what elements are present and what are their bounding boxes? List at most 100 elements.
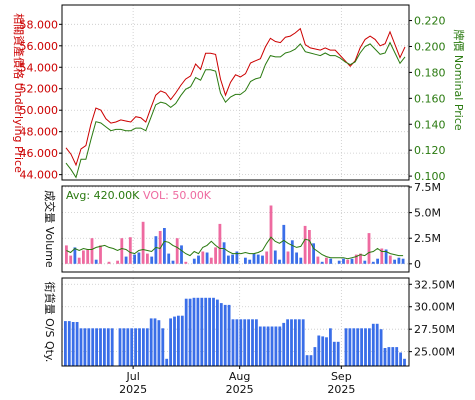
volume-bar — [282, 224, 286, 264]
month-label: Jul — [125, 370, 139, 383]
volume-bar — [397, 257, 401, 264]
outstanding-bar — [79, 328, 83, 366]
underlying-tick-label: 50.000 — [20, 104, 59, 117]
legend-average: Avg: 420.00K — [66, 189, 140, 202]
volume-bar — [346, 259, 350, 264]
outstanding-tick-label: 32.50M — [414, 278, 455, 291]
volume-bar — [286, 251, 290, 264]
nominal-tick-label: 0.140 — [414, 118, 446, 131]
underlying-tick-label: 52.000 — [20, 83, 59, 96]
volume-bar — [197, 255, 200, 264]
volume-bar — [141, 221, 145, 264]
outstanding-bar — [83, 328, 87, 366]
outstanding-bar — [161, 328, 165, 366]
volume-bar — [163, 228, 166, 264]
volume-bar — [320, 261, 324, 264]
volume-bar — [150, 256, 154, 264]
volume-bar — [325, 257, 328, 264]
volume-tick-label: 5.0M — [414, 207, 441, 220]
volume-bar — [128, 237, 132, 264]
volume-bar — [299, 257, 303, 264]
volume-bar — [350, 258, 354, 264]
outstanding-bar — [231, 319, 235, 366]
volume-bar — [384, 249, 388, 264]
outstanding-tick-label: 30.00M — [414, 301, 455, 314]
year-label: 2025 — [327, 383, 355, 396]
volume-bars — [65, 205, 405, 264]
volume-bar — [312, 243, 315, 264]
outstanding-bar — [216, 299, 219, 366]
outstanding-bar — [251, 319, 254, 366]
outstanding-bar — [223, 304, 227, 366]
volume-bar — [231, 254, 234, 264]
volume-bar — [192, 258, 196, 264]
outstanding-bar — [87, 328, 91, 366]
outstanding-bar — [169, 318, 172, 366]
volume-axis: 0 2.5M 5.0M 7.5M — [409, 181, 441, 271]
volume-bar — [82, 250, 85, 264]
volume-bar — [244, 257, 247, 264]
volume-bar — [295, 252, 298, 264]
outstanding-bar — [247, 319, 250, 366]
volume-tick-label: 7.5M — [414, 181, 441, 194]
outstanding-bar — [99, 328, 102, 366]
outstanding-bar — [212, 297, 215, 366]
outstanding-bar — [321, 336, 325, 366]
outstanding-bar — [91, 328, 95, 366]
volume-bar — [393, 259, 396, 264]
volume-bar — [99, 245, 102, 264]
outstanding-bar — [297, 319, 301, 366]
outstanding-bar — [399, 352, 402, 366]
price-frame — [61, 4, 410, 181]
outstanding-bar — [379, 329, 383, 366]
volume-bar — [209, 257, 213, 264]
price-series — [65, 27, 406, 179]
outstanding-bar — [138, 328, 141, 366]
volume-label: 成交量 Volume — [43, 190, 57, 268]
outstanding-bar — [227, 304, 231, 366]
volume-bar — [69, 255, 73, 264]
volume-bar — [256, 254, 260, 264]
nominal-tick-label: 0.120 — [414, 144, 446, 157]
volume-bar — [388, 255, 392, 264]
volume-bar — [154, 236, 158, 264]
outstanding-bar — [270, 326, 274, 366]
volume-bar — [175, 238, 179, 264]
outstanding-bar — [258, 326, 262, 366]
year-label: 2025 — [119, 383, 147, 396]
outstanding-bar — [395, 347, 399, 366]
volume-bar — [303, 225, 307, 264]
month-label: Sep — [331, 370, 352, 383]
outstanding-bar — [106, 328, 110, 366]
outstanding-bar — [364, 328, 367, 366]
volume-bar — [222, 242, 226, 264]
volume-bar — [65, 245, 68, 264]
volume-bar — [261, 255, 264, 264]
volume-bar — [94, 259, 98, 264]
outstanding-bars — [64, 297, 406, 366]
volume-bar — [116, 260, 119, 264]
volume-bar — [137, 252, 141, 264]
nominal-tick-label: 0.220 — [414, 15, 446, 28]
outstanding-bar — [219, 303, 223, 366]
volume-bar — [73, 247, 77, 264]
outstanding-panel: 25.00M 27.50M 30.00M 32.50M 街貨量 O/S Qty. — [43, 277, 455, 367]
volume-bar — [376, 258, 379, 264]
underlying-tick-label: 48.000 — [20, 126, 59, 139]
outstanding-bar — [149, 318, 153, 366]
volume-bar — [77, 257, 81, 264]
volume-bar — [205, 252, 209, 264]
volume-bar — [235, 251, 239, 264]
year-label: 2025 — [226, 383, 254, 396]
outstanding-bar — [290, 319, 293, 366]
outstanding-bar — [305, 355, 309, 366]
outstanding-frame — [61, 277, 410, 367]
warrant-price-line — [65, 41, 406, 179]
volume-bar — [120, 238, 124, 264]
outstanding-bar — [130, 328, 134, 366]
underlying-tick-label: 54.000 — [20, 61, 59, 74]
outstanding-bar — [67, 321, 71, 366]
outstanding-bar — [391, 347, 395, 366]
volume-bar — [316, 256, 320, 264]
outstanding-bar — [173, 316, 176, 366]
